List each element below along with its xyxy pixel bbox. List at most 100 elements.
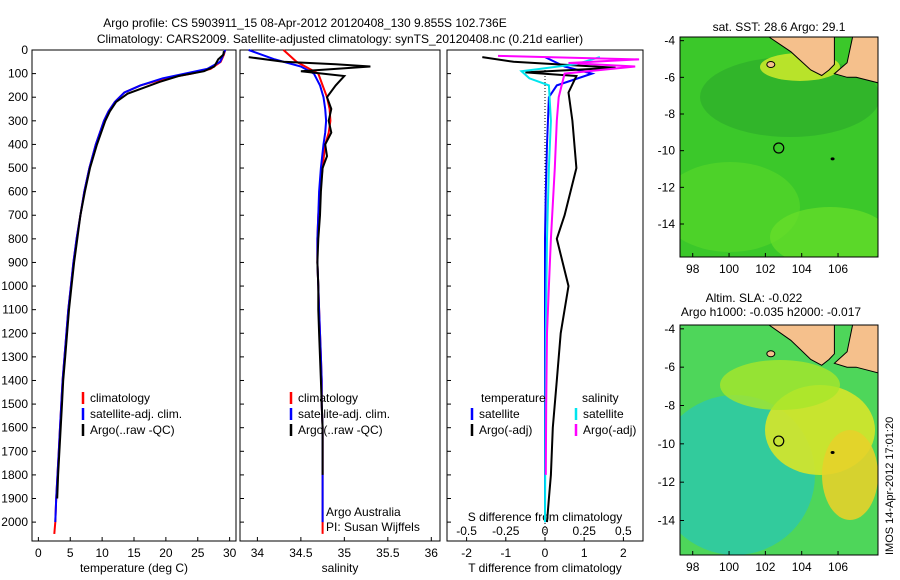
depth-tick-label: 500 bbox=[8, 161, 28, 175]
sla_map-ytick-label: -8 bbox=[664, 399, 675, 413]
sla_map-title-line2: Argo h1000: -0.035 h2000: -0.017 bbox=[681, 305, 861, 319]
temperature-xtick-label: 5 bbox=[67, 546, 74, 560]
sla_map-xtick-label: 106 bbox=[828, 560, 848, 574]
difference-xtick-label: 2 bbox=[620, 546, 627, 560]
salinity-annotation: PI: Susan Wijffels bbox=[326, 520, 420, 534]
java-land bbox=[833, 325, 878, 374]
s-diff-tick-label: 0.5 bbox=[615, 524, 632, 538]
temperature-series-satellite-adj--clim- bbox=[54, 49, 227, 523]
temperature-xtick-label: 0 bbox=[35, 546, 42, 560]
s-diff-tick-label: 0 bbox=[542, 524, 549, 538]
difference-panel: -2 -1 0 1 2-0.5 -0.25 0 0.25 0.5S difference fro… bbox=[446, 49, 644, 575]
legend-title-temperature: temperature bbox=[481, 391, 546, 405]
island bbox=[766, 350, 776, 358]
legend-label: Argo(-adj) bbox=[583, 423, 636, 437]
depth-tick-label: 800 bbox=[8, 232, 28, 246]
salinity-xlabel: salinity bbox=[322, 561, 359, 575]
depth-tick-label: 600 bbox=[8, 185, 28, 199]
sst_map-xtick-label: 100 bbox=[719, 262, 739, 276]
depth-tick-label: 1500 bbox=[1, 397, 28, 411]
s-diff-tick-label: -0.25 bbox=[492, 524, 520, 538]
legend-title-salinity: salinity bbox=[582, 391, 619, 405]
depth-tick-label: 1700 bbox=[1, 444, 28, 458]
sst_map-ytick-label: -8 bbox=[664, 107, 675, 121]
depth-tick-label: 300 bbox=[8, 114, 28, 128]
sla_map-frame bbox=[679, 324, 879, 556]
legend-label: Argo(..raw -QC) bbox=[90, 423, 175, 437]
sst_map-xtick-label: 102 bbox=[755, 262, 775, 276]
temperature-series-climatology bbox=[53, 49, 227, 534]
legend-label: climatology bbox=[90, 391, 150, 405]
sst_map-ytick-label: -4 bbox=[664, 34, 675, 48]
salinity-xtick-label: 34.5 bbox=[289, 546, 313, 560]
depth-tick-label: 1000 bbox=[1, 279, 28, 293]
sst-cool-patch bbox=[700, 57, 878, 137]
difference-xlabel: T difference from climatology bbox=[468, 561, 622, 575]
s-diff-tick-label: 0.25 bbox=[573, 524, 597, 538]
salinity-xtick-label: 34 bbox=[251, 546, 265, 560]
depth-tick-label: 1100 bbox=[2, 303, 28, 317]
difference-series-argo--adj- bbox=[482, 56, 616, 523]
temperature-xtick-label: 30 bbox=[223, 546, 237, 560]
christmas-island bbox=[830, 450, 835, 454]
s-diff-tick-label: -0.5 bbox=[456, 524, 477, 538]
sla-map-panel: 98 100 102 104 106 -4 -6 -8 -10 -12 -14 Altim. SLA:… bbox=[658, 291, 879, 574]
salinity-series-argo---raw--qc- bbox=[248, 56, 371, 475]
depth-tick-label: 100 bbox=[8, 67, 28, 81]
argo-float-marker bbox=[773, 142, 785, 154]
sla_map-ytick-label: -4 bbox=[664, 322, 675, 336]
christmas-island bbox=[830, 157, 835, 161]
sst_map-title: sat. SST: 28.6 Argo: 29.1 bbox=[713, 20, 846, 34]
depth-tick-label: 2000 bbox=[1, 515, 28, 529]
depth-tick-label: 1300 bbox=[1, 350, 28, 364]
sla_map-ytick-label: -12 bbox=[658, 475, 676, 489]
temperature-panel: 0100200300400500600700800900100011001200… bbox=[1, 43, 236, 575]
legend-label: climatology bbox=[298, 391, 358, 405]
sumatra-land bbox=[750, 325, 835, 366]
sla-mid-patch bbox=[720, 360, 840, 410]
sla_map-ytick-label: -6 bbox=[664, 360, 675, 374]
depth-tick-label: 900 bbox=[8, 255, 28, 269]
sst_map-xtick-label: 98 bbox=[686, 262, 700, 276]
temperature-xtick-label: 20 bbox=[159, 546, 173, 560]
sumatra-land bbox=[750, 37, 835, 77]
difference-xtick-label: -2 bbox=[461, 546, 472, 560]
salinity-series-satellite-adj--clim- bbox=[248, 49, 328, 523]
sla_map-xtick-label: 102 bbox=[755, 560, 775, 574]
salinity-frame bbox=[239, 49, 441, 542]
temperature-series-argo---raw--qc- bbox=[56, 51, 225, 499]
salinity-xtick-label: 35 bbox=[338, 546, 352, 560]
sla_map-xtick-label: 98 bbox=[686, 560, 700, 574]
sst_map-frame bbox=[679, 36, 879, 258]
sla_map-xtick-label: 104 bbox=[792, 560, 812, 574]
temperature-frame bbox=[31, 49, 237, 542]
salinity-annotation: Argo Australia bbox=[326, 505, 401, 519]
depth-tick-label: 400 bbox=[8, 137, 28, 151]
sla_map-ytick-label: -10 bbox=[658, 437, 676, 451]
footer-stamp: IMOS 14-Apr-2012 17:01:20 bbox=[884, 417, 896, 555]
depth-tick-label: 1600 bbox=[1, 421, 28, 435]
depth-tick-label: 0 bbox=[21, 43, 28, 57]
sla_map-ytick-label: -14 bbox=[658, 514, 676, 528]
difference-series-satellite bbox=[519, 56, 601, 523]
figure-title-line1: Argo profile: CS 5903911_15 08-Apr-2012 … bbox=[103, 16, 506, 30]
legend-label: satellite-adj. clim. bbox=[90, 407, 182, 421]
legend-label: satellite-adj. clim. bbox=[298, 407, 390, 421]
depth-tick-label: 1800 bbox=[1, 468, 28, 482]
sst_map-ytick-label: -12 bbox=[658, 180, 676, 194]
sla-high-core bbox=[822, 430, 878, 520]
temperature-xtick-label: 25 bbox=[191, 546, 205, 560]
salinity-xtick-label: 36 bbox=[425, 546, 439, 560]
sst_map-ytick-label: -14 bbox=[658, 217, 676, 231]
sla_map-title-line1: Altim. SLA: -0.022 bbox=[706, 291, 803, 305]
difference-xtick-label: 0 bbox=[542, 546, 549, 560]
temperature-xlabel: temperature (deg C) bbox=[80, 561, 188, 575]
depth-tick-label: 200 bbox=[8, 90, 28, 104]
figure-title-line2: Climatology: CARS2009. Satellite-adjuste… bbox=[97, 32, 583, 46]
salinity-xtick-label: 35.5 bbox=[376, 546, 400, 560]
sst-map-panel: 98 100 102 104 106 -4 -6 -8 -10 -12 -14 sat. SST: 2… bbox=[658, 20, 879, 276]
difference-xtick-label: -1 bbox=[500, 546, 511, 560]
sla_map-xtick-label: 100 bbox=[719, 560, 739, 574]
sst_map-xtick-label: 104 bbox=[792, 262, 812, 276]
